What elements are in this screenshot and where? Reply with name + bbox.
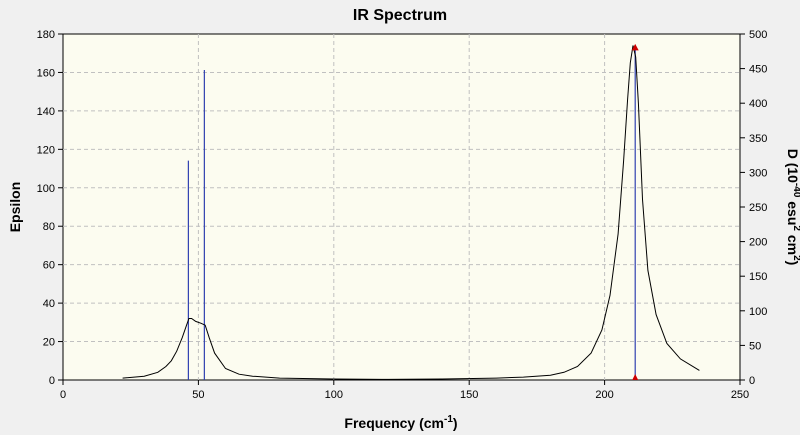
- right-y-tick-label: 300: [749, 167, 767, 179]
- left-y-tick-label: 180: [37, 29, 55, 41]
- left-y-tick-label: 80: [43, 221, 55, 233]
- left-y-tick-label: 0: [49, 375, 55, 387]
- grid-lines: [63, 34, 740, 380]
- left-y-tick-label: 140: [37, 106, 55, 118]
- x-tick-label: 50: [192, 389, 204, 401]
- stick-spectrum: [187, 47, 636, 380]
- x-axis-ticks: 0 50 100 150 200 250: [60, 380, 749, 401]
- right-y-tick-label: 350: [749, 133, 767, 145]
- right-y-tick-label: 250: [749, 202, 767, 214]
- right-y-axis-title: D (10-40 esu2 cm2): [785, 149, 800, 266]
- spectrum-curve: [122, 45, 700, 380]
- right-y-tick-label: 500: [749, 29, 767, 41]
- x-axis-title: Frequency (cm-1): [344, 414, 457, 431]
- x-tick-label: 250: [731, 389, 749, 401]
- x-tick-label: 0: [60, 389, 66, 401]
- right-y-tick-label: 400: [749, 98, 767, 110]
- right-y-tick-label: 200: [749, 237, 767, 249]
- left-y-tick-label: 160: [37, 67, 55, 79]
- plot-area: [62, 33, 741, 381]
- right-y-tick-label: 100: [749, 306, 767, 318]
- left-y-axis-title: Epsilon: [7, 182, 23, 233]
- right-y-axis-ticks: 0 50 100 150 200 250 300 350 400 450 500: [740, 29, 767, 387]
- peak-base-marker: [632, 374, 639, 380]
- left-y-axis-ticks: 0 20 40 60 80 100 120 140 160 180: [37, 29, 63, 387]
- peak-top-marker: [631, 43, 639, 51]
- right-y-tick-label: 450: [749, 64, 767, 76]
- x-tick-label: 150: [460, 389, 478, 401]
- right-y-tick-label: 0: [749, 375, 755, 387]
- left-y-tick-label: 40: [43, 298, 55, 310]
- x-tick-label: 200: [595, 389, 613, 401]
- left-y-tick-label: 20: [43, 337, 55, 349]
- peak-markers: [631, 43, 639, 380]
- chart-title: IR Spectrum: [353, 7, 447, 24]
- right-y-tick-label: 50: [749, 340, 761, 352]
- left-y-tick-label: 100: [37, 183, 55, 195]
- right-y-tick-label: 150: [749, 271, 767, 283]
- left-y-tick-label: 120: [37, 144, 55, 156]
- left-y-tick-label: 60: [43, 260, 55, 272]
- x-tick-label: 100: [325, 389, 343, 401]
